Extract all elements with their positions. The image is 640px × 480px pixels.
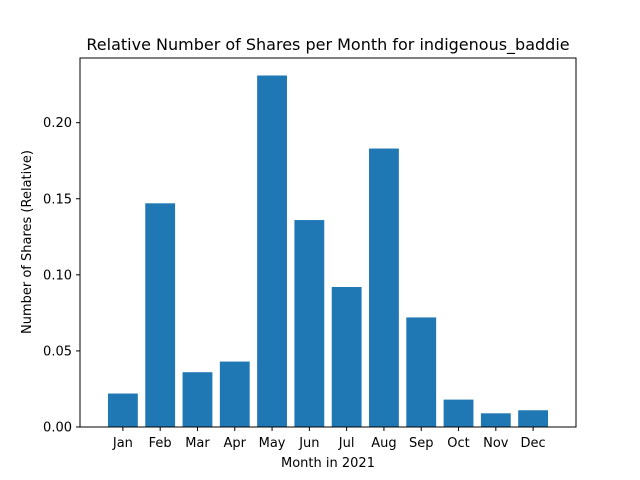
bar-apr — [219, 361, 250, 427]
x-tick-label: Apr — [224, 436, 247, 451]
x-tick-label: Oct — [447, 436, 469, 451]
x-tick-label: Sep — [409, 436, 434, 451]
y-axis-label: Number of Shares (Relative) — [20, 150, 35, 334]
bars-layer — [107, 75, 549, 428]
x-tick-label: May — [259, 436, 286, 451]
x-axis-label: Month in 2021 — [281, 456, 375, 471]
x-tick-label: Nov — [483, 436, 509, 451]
x-tick-label: Aug — [371, 436, 396, 451]
y-axis-ticks: 0.00 0.05 0.10 0.15 0.20 — [43, 116, 80, 436]
chart-title: Relative Number of Shares per Month for … — [86, 35, 569, 55]
x-axis-ticks: Jan Feb Mar Apr May Jun Jul Aug Sep Oct Nov Dec — [112, 427, 546, 451]
x-tick-label: Jul — [338, 436, 355, 451]
x-tick-label: Jan — [112, 436, 133, 451]
bar-dec — [518, 410, 549, 427]
x-tick-label: Jun — [298, 436, 319, 451]
y-tick-label: 0.20 — [43, 116, 72, 131]
plot-frame — [79, 57, 577, 428]
y-tick-label: 0.00 — [43, 421, 72, 436]
bar-oct — [443, 399, 474, 427]
bar-aug — [369, 148, 399, 427]
x-tick-label: Feb — [149, 436, 172, 451]
x-tick-label: Mar — [185, 436, 210, 451]
y-tick-label: 0.05 — [43, 344, 72, 359]
bar-sep — [406, 317, 437, 427]
y-tick-label: 0.10 — [43, 268, 72, 283]
bar-nov — [480, 413, 511, 427]
x-tick-label: Dec — [521, 436, 546, 451]
bar-jul — [331, 287, 362, 427]
bar-mar — [182, 372, 213, 427]
bar-jan — [107, 393, 138, 427]
bar-may — [257, 75, 287, 428]
bar-feb — [145, 203, 176, 427]
y-tick-label: 0.15 — [43, 192, 72, 207]
bar-jun — [294, 220, 325, 427]
